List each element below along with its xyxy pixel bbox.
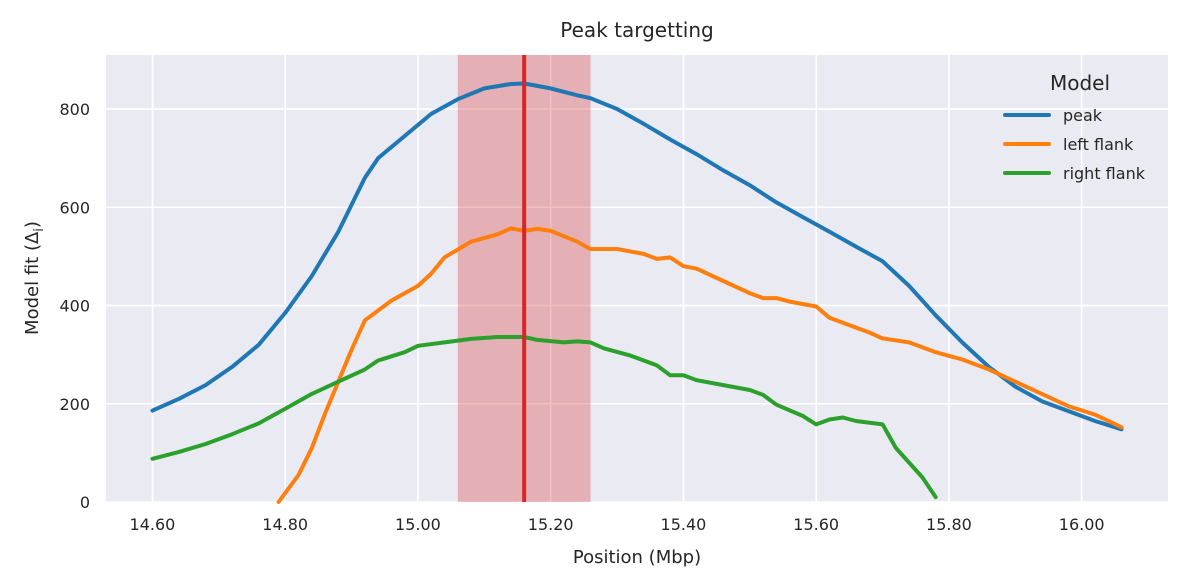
x-tick-label: 16.00 [1059,515,1105,534]
legend-entry-label: right flank [1063,164,1146,183]
legend: Model peak left flank right flank [1003,71,1146,183]
x-tick-label: 15.60 [793,515,839,534]
y-axis-label-close: ) [22,221,43,228]
series-line-left-flank [276,226,1124,504]
legend-entry-label: peak [1063,106,1103,125]
plot-background [106,55,1168,502]
series-line-peak [150,81,1124,432]
chart-title: Peak targetting [560,18,713,42]
legend-entry-label: left flank [1063,135,1134,154]
y-tick-label: 200 [59,395,90,414]
x-tick-label: 15.80 [926,515,972,534]
series-lines [150,81,1124,504]
series-line-right-flank [150,335,938,500]
y-tick-label: 800 [59,100,90,119]
y-gridlines [106,108,1168,503]
legend-title: Model [1050,71,1110,95]
x-tick-label: 15.00 [395,515,441,534]
x-axis-label: Position (Mbp) [573,547,701,568]
x-tick-label: 15.40 [661,515,707,534]
y-axis-label-main: Model fit (Δ [22,231,43,335]
y-tick-label: 400 [59,297,90,316]
x-gridlines [151,55,1083,502]
x-tick-label: 14.80 [262,515,308,534]
x-tick-label: 15.20 [528,515,574,534]
y-tick-label: 0 [80,493,90,512]
x-tick-labels: 14.60 14.80 15.00 15.20 15.40 15.60 15.80 16.00 [130,515,1105,534]
y-tick-labels: 0 200 400 600 800 [59,100,90,512]
y-tick-label: 600 [59,198,90,217]
y-axis-label: Model fit (Δi) [22,221,47,335]
x-tick-label: 14.60 [130,515,176,534]
y-axis-label-sub: i [32,228,47,232]
